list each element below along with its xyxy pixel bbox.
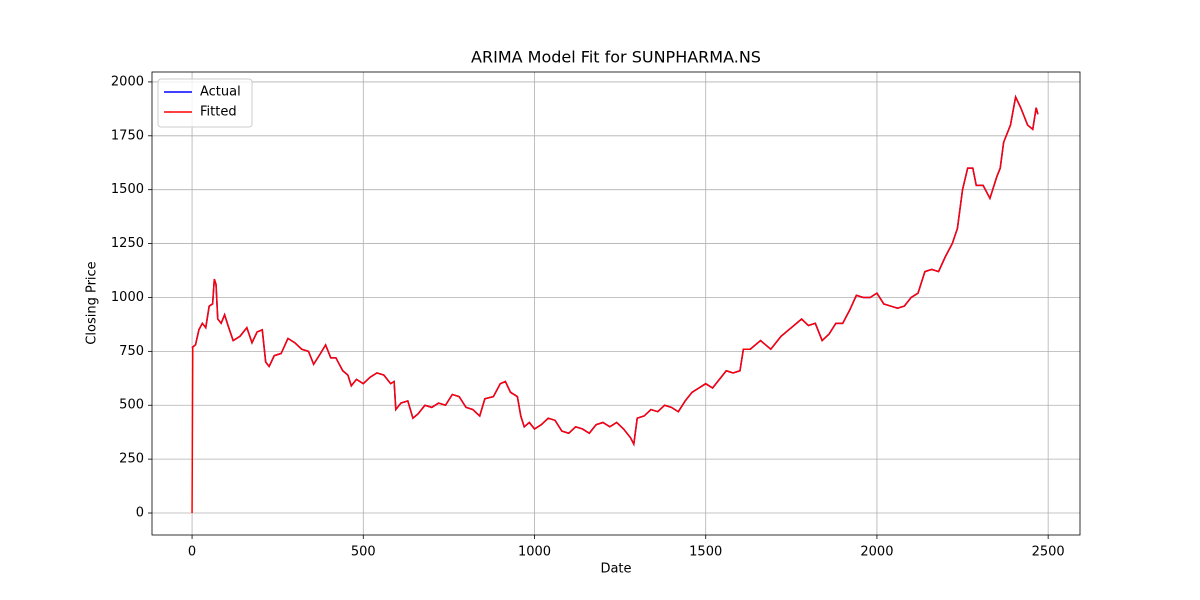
x-tick-label: 500: [351, 545, 376, 560]
y-tick-label: 750: [119, 344, 144, 359]
plot-frame: [151, 71, 1081, 536]
x-tick-label: 1000: [518, 545, 551, 560]
y-axis-label: Closing Price: [85, 261, 100, 344]
series-line: [191, 94, 1039, 447]
y-tick-label: 1500: [111, 182, 144, 197]
y-tick-label: 1250: [111, 236, 144, 251]
x-tick-label: 2000: [860, 545, 893, 560]
y-tick-label: 0: [136, 506, 144, 521]
series-line: [191, 94, 1039, 514]
y-tick-label: 1750: [111, 128, 144, 143]
x-tick-label: 0: [188, 545, 196, 560]
y-tick-label: 500: [119, 398, 144, 413]
y-tick-label: 1000: [111, 290, 144, 305]
y-tick-label: 2000: [111, 74, 144, 89]
y-tick-label: 250: [119, 452, 144, 467]
x-axis-label: Date: [600, 562, 631, 577]
x-tick-label: 2500: [1032, 545, 1065, 560]
chart-title: ARIMA Model Fit for SUNPHARMA.NS: [471, 48, 761, 67]
legend-label: Actual: [200, 85, 241, 100]
legend-box: [157, 78, 253, 128]
legend-label: Fitted: [200, 105, 237, 120]
x-tick-label: 1500: [689, 545, 722, 560]
